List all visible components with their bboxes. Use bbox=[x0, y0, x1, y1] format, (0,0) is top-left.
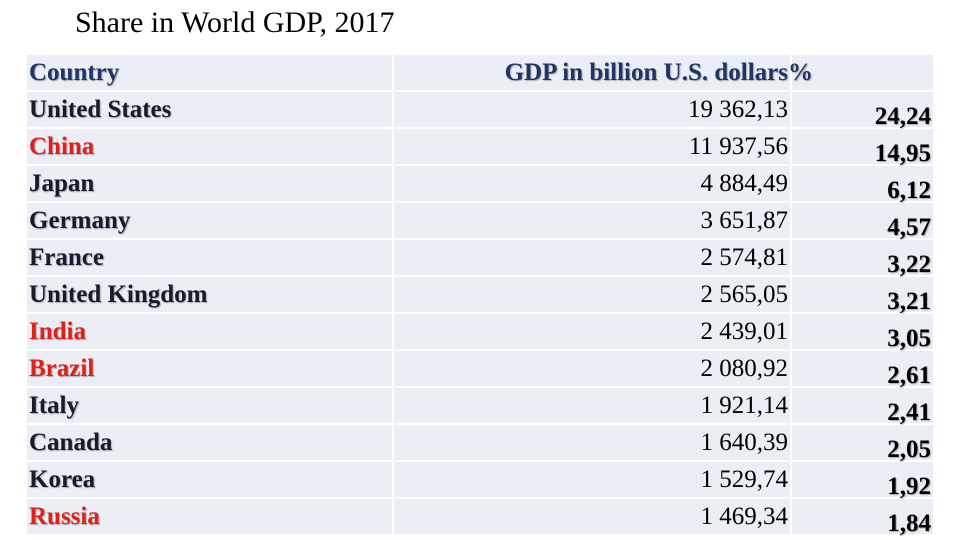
gdp-cell: 2 565,05 bbox=[394, 277, 790, 312]
share-cell: 6,12 bbox=[792, 166, 933, 204]
header-country: Country bbox=[27, 55, 392, 90]
share-cell: 1,92 bbox=[792, 462, 933, 500]
share-value: 14,95 bbox=[874, 140, 931, 167]
header-gdp: GDP in billion U.S. dollars bbox=[394, 55, 790, 90]
country-cell: Korea bbox=[27, 462, 392, 497]
share-value: 1,84 bbox=[887, 510, 931, 537]
country-cell: Canada bbox=[27, 425, 392, 460]
table-row: Germany 3 651,87 4,57 bbox=[27, 203, 933, 241]
share-cell: 14,95 bbox=[792, 129, 933, 167]
share-cell: 2,05 bbox=[792, 425, 933, 463]
share-value: 24,24 bbox=[874, 103, 931, 130]
header-share: % bbox=[788, 55, 933, 90]
country-cell: Japan bbox=[27, 166, 392, 201]
gdp-cell: 1 640,39 bbox=[394, 425, 790, 460]
share-value: 2,05 bbox=[887, 436, 931, 463]
share-cell: 24,24 bbox=[792, 92, 933, 130]
gdp-cell: 2 574,81 bbox=[394, 240, 790, 275]
gdp-cell: 11 937,56 bbox=[394, 129, 790, 164]
country-cell: China bbox=[27, 129, 392, 164]
share-cell: 2,61 bbox=[792, 351, 933, 389]
share-value: 2,61 bbox=[887, 362, 931, 389]
table-row: Japan 4 884,49 6,12 bbox=[27, 166, 933, 204]
country-cell: Russia bbox=[27, 499, 392, 534]
table-row: India 2 439,01 3,05 bbox=[27, 314, 933, 352]
gdp-table: Country GDP in billion U.S. dollars % Un… bbox=[27, 55, 933, 537]
header-share-label: % bbox=[788, 59, 813, 86]
share-value: 1,92 bbox=[887, 473, 931, 500]
share-value: 2,41 bbox=[887, 399, 931, 426]
table-row: France 2 574,81 3,22 bbox=[27, 240, 933, 278]
country-cell: Brazil bbox=[27, 351, 392, 386]
country-cell: Italy bbox=[27, 388, 392, 423]
share-value: 6,12 bbox=[887, 177, 931, 204]
country-cell: United Kingdom bbox=[27, 277, 392, 312]
share-cell: 3,05 bbox=[792, 314, 933, 352]
gdp-cell: 1 529,74 bbox=[394, 462, 790, 497]
table-row: Brazil 2 080,92 2,61 bbox=[27, 351, 933, 389]
share-value: 3,21 bbox=[887, 288, 931, 315]
share-cell: 3,21 bbox=[792, 277, 933, 315]
gdp-cell: 2 439,01 bbox=[394, 314, 790, 349]
table-row: China 11 937,56 14,95 bbox=[27, 129, 933, 167]
table-row: Italy 1 921,14 2,41 bbox=[27, 388, 933, 426]
share-cell: 2,41 bbox=[792, 388, 933, 426]
share-cell: 4,57 bbox=[792, 203, 933, 241]
table-header-row: Country GDP in billion U.S. dollars % bbox=[27, 55, 933, 90]
gdp-cell: 3 651,87 bbox=[394, 203, 790, 238]
table-row: Canada 1 640,39 2,05 bbox=[27, 425, 933, 463]
share-value: 4,57 bbox=[887, 214, 931, 241]
table-row: United States 19 362,13 24,24 bbox=[27, 92, 933, 130]
country-cell: Germany bbox=[27, 203, 392, 238]
gdp-cell: 19 362,13 bbox=[394, 92, 790, 127]
share-value: 3,22 bbox=[887, 251, 931, 278]
slide-title: Share in World GDP, 2017 bbox=[75, 6, 395, 39]
table-row: Russia 1 469,34 1,84 bbox=[27, 499, 933, 537]
table-row: Korea 1 529,74 1,92 bbox=[27, 462, 933, 500]
table-row: United Kingdom 2 565,05 3,21 bbox=[27, 277, 933, 315]
country-cell: France bbox=[27, 240, 392, 275]
share-cell: 1,84 bbox=[792, 499, 933, 537]
country-cell: United States bbox=[27, 92, 392, 127]
share-value: 3,05 bbox=[887, 325, 931, 352]
share-cell: 3,22 bbox=[792, 240, 933, 278]
gdp-cell: 4 884,49 bbox=[394, 166, 790, 201]
gdp-cell: 1 469,34 bbox=[394, 499, 790, 534]
gdp-cell: 1 921,14 bbox=[394, 388, 790, 423]
gdp-cell: 2 080,92 bbox=[394, 351, 790, 386]
country-cell: India bbox=[27, 314, 392, 349]
